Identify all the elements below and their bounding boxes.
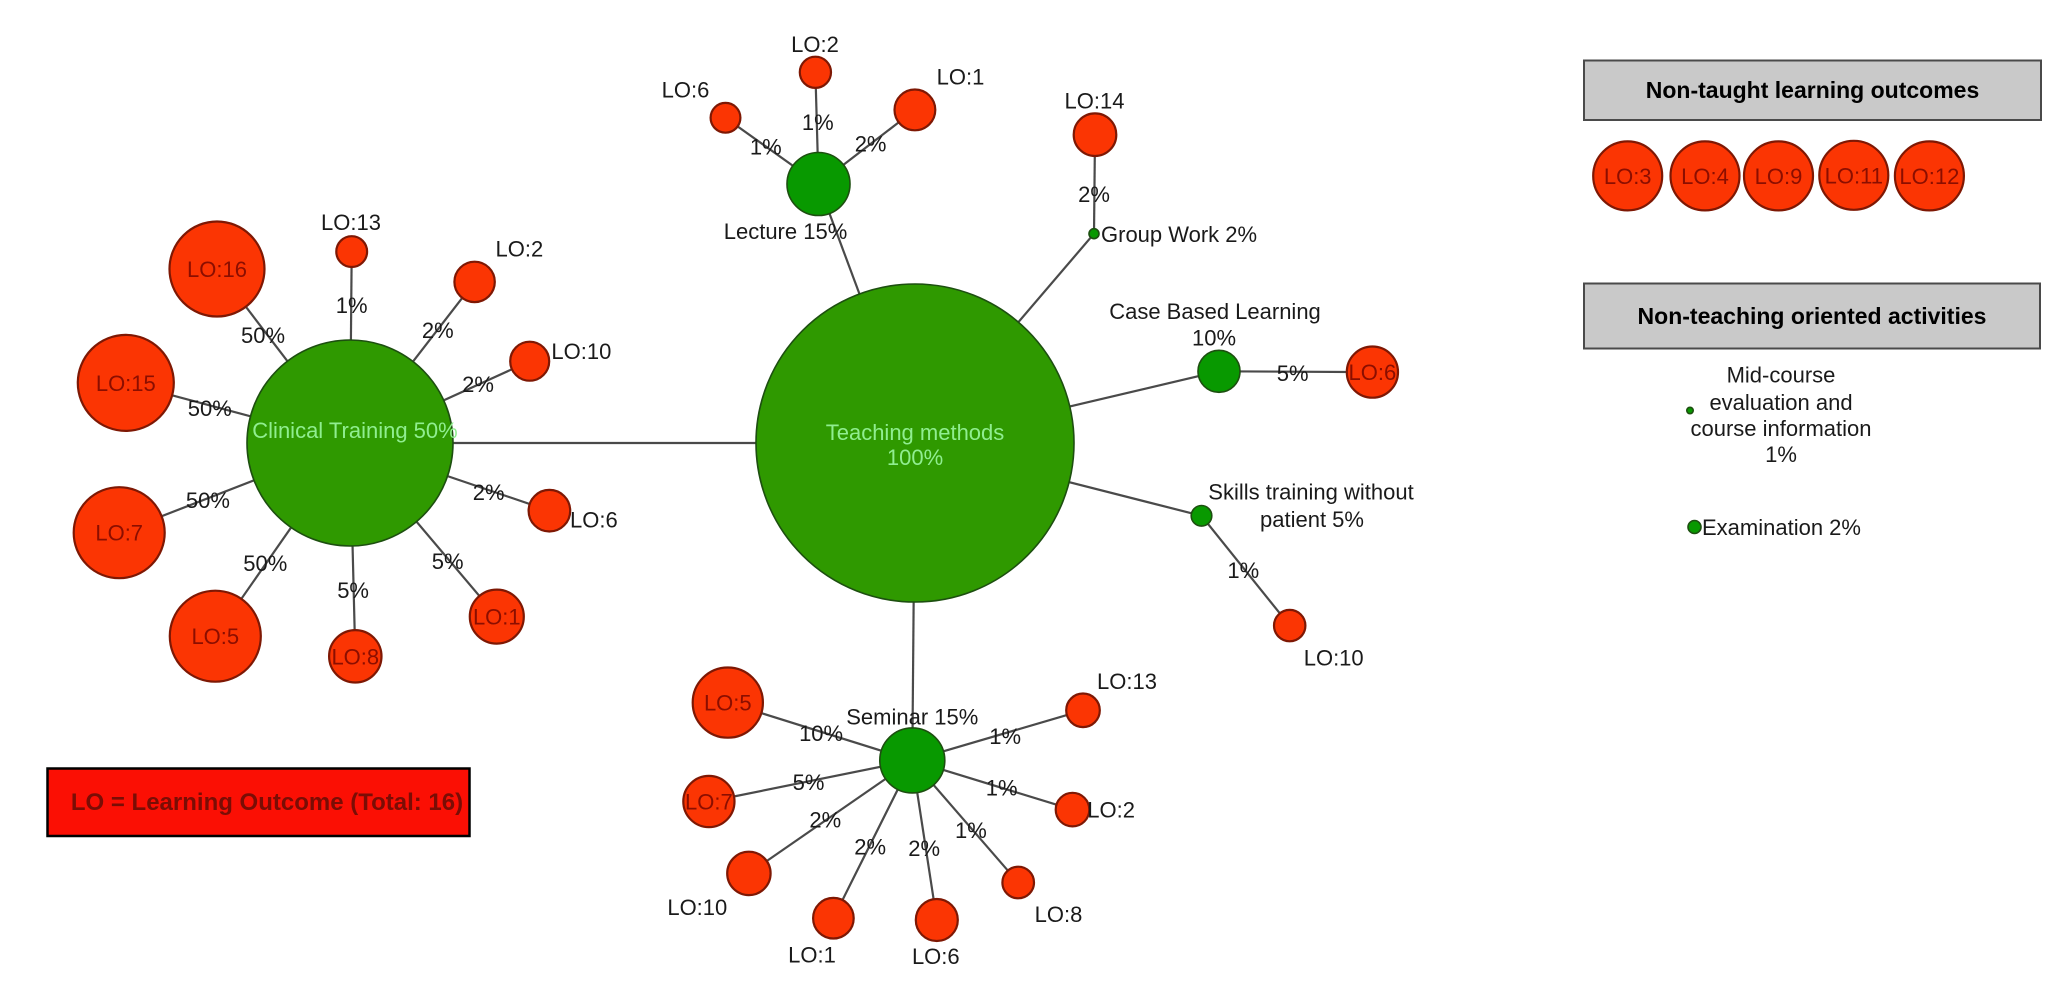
- svg-text:LO:6: LO:6: [662, 78, 710, 103]
- svg-text:LO:6: LO:6: [1349, 360, 1397, 385]
- svg-text:Group Work 2%: Group Work 2%: [1101, 222, 1257, 247]
- svg-text:LO:6: LO:6: [570, 508, 618, 533]
- svg-text:50%: 50%: [188, 396, 232, 421]
- svg-text:1%: 1%: [336, 293, 368, 318]
- svg-text:Clinical Training 50%: Clinical Training 50%: [252, 418, 457, 443]
- svg-text:LO:5: LO:5: [191, 624, 239, 649]
- svg-text:1%: 1%: [802, 110, 834, 135]
- svg-text:LO:12: LO:12: [1899, 164, 1959, 189]
- svg-text:1%: 1%: [1765, 442, 1797, 467]
- svg-text:LO:7: LO:7: [95, 521, 143, 546]
- svg-text:Mid-course: Mid-course: [1727, 362, 1836, 387]
- svg-text:5%: 5%: [793, 770, 825, 795]
- svg-text:Non-taught learning outcomes: Non-taught learning outcomes: [1646, 77, 1980, 103]
- svg-text:1%: 1%: [986, 775, 1018, 800]
- svg-text:50%: 50%: [186, 488, 230, 513]
- svg-text:LO:13: LO:13: [1097, 669, 1157, 694]
- svg-text:LO:8: LO:8: [1035, 902, 1083, 927]
- svg-text:LO:6: LO:6: [912, 944, 960, 969]
- svg-text:10%: 10%: [799, 721, 843, 746]
- svg-text:1%: 1%: [750, 135, 782, 160]
- svg-text:2%: 2%: [908, 836, 940, 861]
- svg-text:LO:2: LO:2: [791, 32, 839, 57]
- svg-text:Skills training without: Skills training without: [1208, 480, 1413, 505]
- svg-text:1%: 1%: [989, 724, 1021, 749]
- svg-text:5%: 5%: [1277, 361, 1309, 386]
- svg-text:2%: 2%: [854, 834, 886, 859]
- svg-text:LO:13: LO:13: [321, 210, 381, 235]
- svg-text:Lecture 15%: Lecture 15%: [724, 219, 848, 244]
- svg-text:LO:11: LO:11: [1825, 163, 1883, 188]
- svg-text:2%: 2%: [473, 480, 505, 505]
- svg-text:patient 5%: patient 5%: [1260, 507, 1364, 532]
- svg-text:LO:3: LO:3: [1604, 164, 1652, 189]
- svg-text:2%: 2%: [809, 807, 841, 832]
- svg-text:LO:10: LO:10: [551, 339, 611, 364]
- svg-text:LO:1: LO:1: [937, 64, 985, 89]
- svg-text:LO:7: LO:7: [685, 790, 733, 815]
- svg-text:10%: 10%: [1192, 326, 1236, 351]
- svg-text:LO:4: LO:4: [1681, 164, 1729, 189]
- svg-text:LO:9: LO:9: [1755, 164, 1803, 189]
- svg-text:Case Based Learning: Case Based Learning: [1109, 299, 1321, 324]
- svg-text:1%: 1%: [1227, 558, 1259, 583]
- svg-text:2%: 2%: [462, 372, 494, 397]
- svg-text:LO:10: LO:10: [667, 895, 727, 920]
- svg-text:50%: 50%: [243, 551, 287, 576]
- svg-text:LO:16: LO:16: [187, 257, 247, 282]
- svg-text:LO:5: LO:5: [704, 691, 752, 716]
- svg-text:Seminar 15%: Seminar 15%: [846, 705, 978, 730]
- svg-text:LO:1: LO:1: [788, 942, 836, 967]
- svg-text:LO:8: LO:8: [331, 644, 379, 669]
- svg-text:LO:1: LO:1: [473, 605, 521, 630]
- svg-text:LO:2: LO:2: [1087, 798, 1135, 823]
- svg-text:LO:10: LO:10: [1304, 646, 1364, 671]
- svg-text:LO:14: LO:14: [1065, 89, 1125, 114]
- svg-text:Examination 2%: Examination 2%: [1702, 515, 1861, 540]
- svg-text:LO = Learning Outcome (Total:: LO = Learning Outcome (Total: 16): [71, 789, 463, 816]
- svg-text:Teaching methods: Teaching methods: [826, 420, 1005, 445]
- svg-text:50%: 50%: [241, 323, 285, 348]
- svg-text:100%: 100%: [887, 445, 943, 470]
- svg-text:2%: 2%: [855, 132, 887, 157]
- svg-text:1%: 1%: [955, 818, 987, 843]
- svg-text:5%: 5%: [432, 549, 464, 574]
- svg-text:2%: 2%: [422, 318, 454, 343]
- svg-text:evaluation and: evaluation and: [1709, 390, 1852, 415]
- svg-text:2%: 2%: [1078, 182, 1110, 207]
- svg-text:LO:2: LO:2: [496, 237, 544, 262]
- svg-text:Non-teaching oriented activiti: Non-teaching oriented activities: [1638, 303, 1987, 329]
- svg-text:course information: course information: [1691, 416, 1872, 441]
- svg-text:5%: 5%: [337, 578, 369, 603]
- svg-text:LO:15: LO:15: [96, 371, 156, 396]
